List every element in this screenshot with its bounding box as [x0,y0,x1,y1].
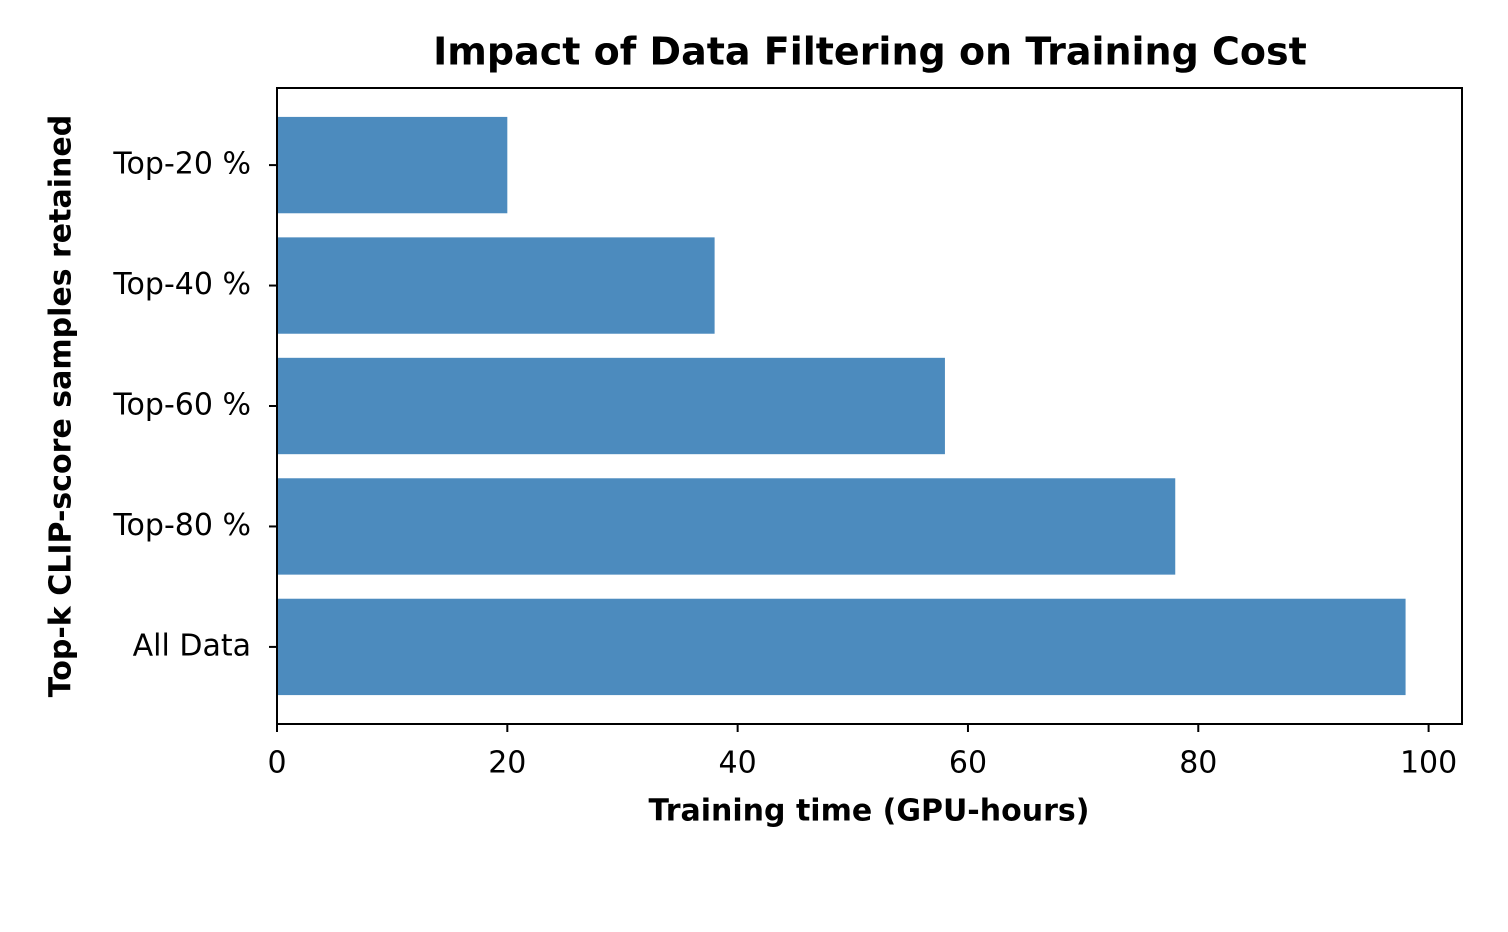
chart-title: Impact of Data Filtering on Training Cos… [433,30,1307,74]
bar [277,478,1176,575]
bar [277,237,715,334]
y-tick-label: All Data [133,628,251,663]
x-tick-label: 40 [719,746,757,781]
y-tick-label: Top-80 % [112,508,251,543]
plot-frame [276,87,1463,725]
y-tick-label: Top-20 % [112,147,251,182]
x-tick-label: 60 [949,746,987,781]
y-tick-label: Top-60 % [112,388,251,423]
bar [277,598,1406,696]
bar [277,116,508,214]
x-axis-label: Training time (GPU-hours) [649,794,1090,829]
x-tick-label: 20 [488,746,526,781]
x-tick-label: 100 [1400,746,1457,781]
x-tick-label: 80 [1179,746,1217,781]
bar [277,357,945,455]
y-tick-label: Top-40 % [112,267,251,302]
y-axis-label: Top-k CLIP-score samples retained [44,115,79,697]
x-tick-label: 0 [267,746,286,781]
